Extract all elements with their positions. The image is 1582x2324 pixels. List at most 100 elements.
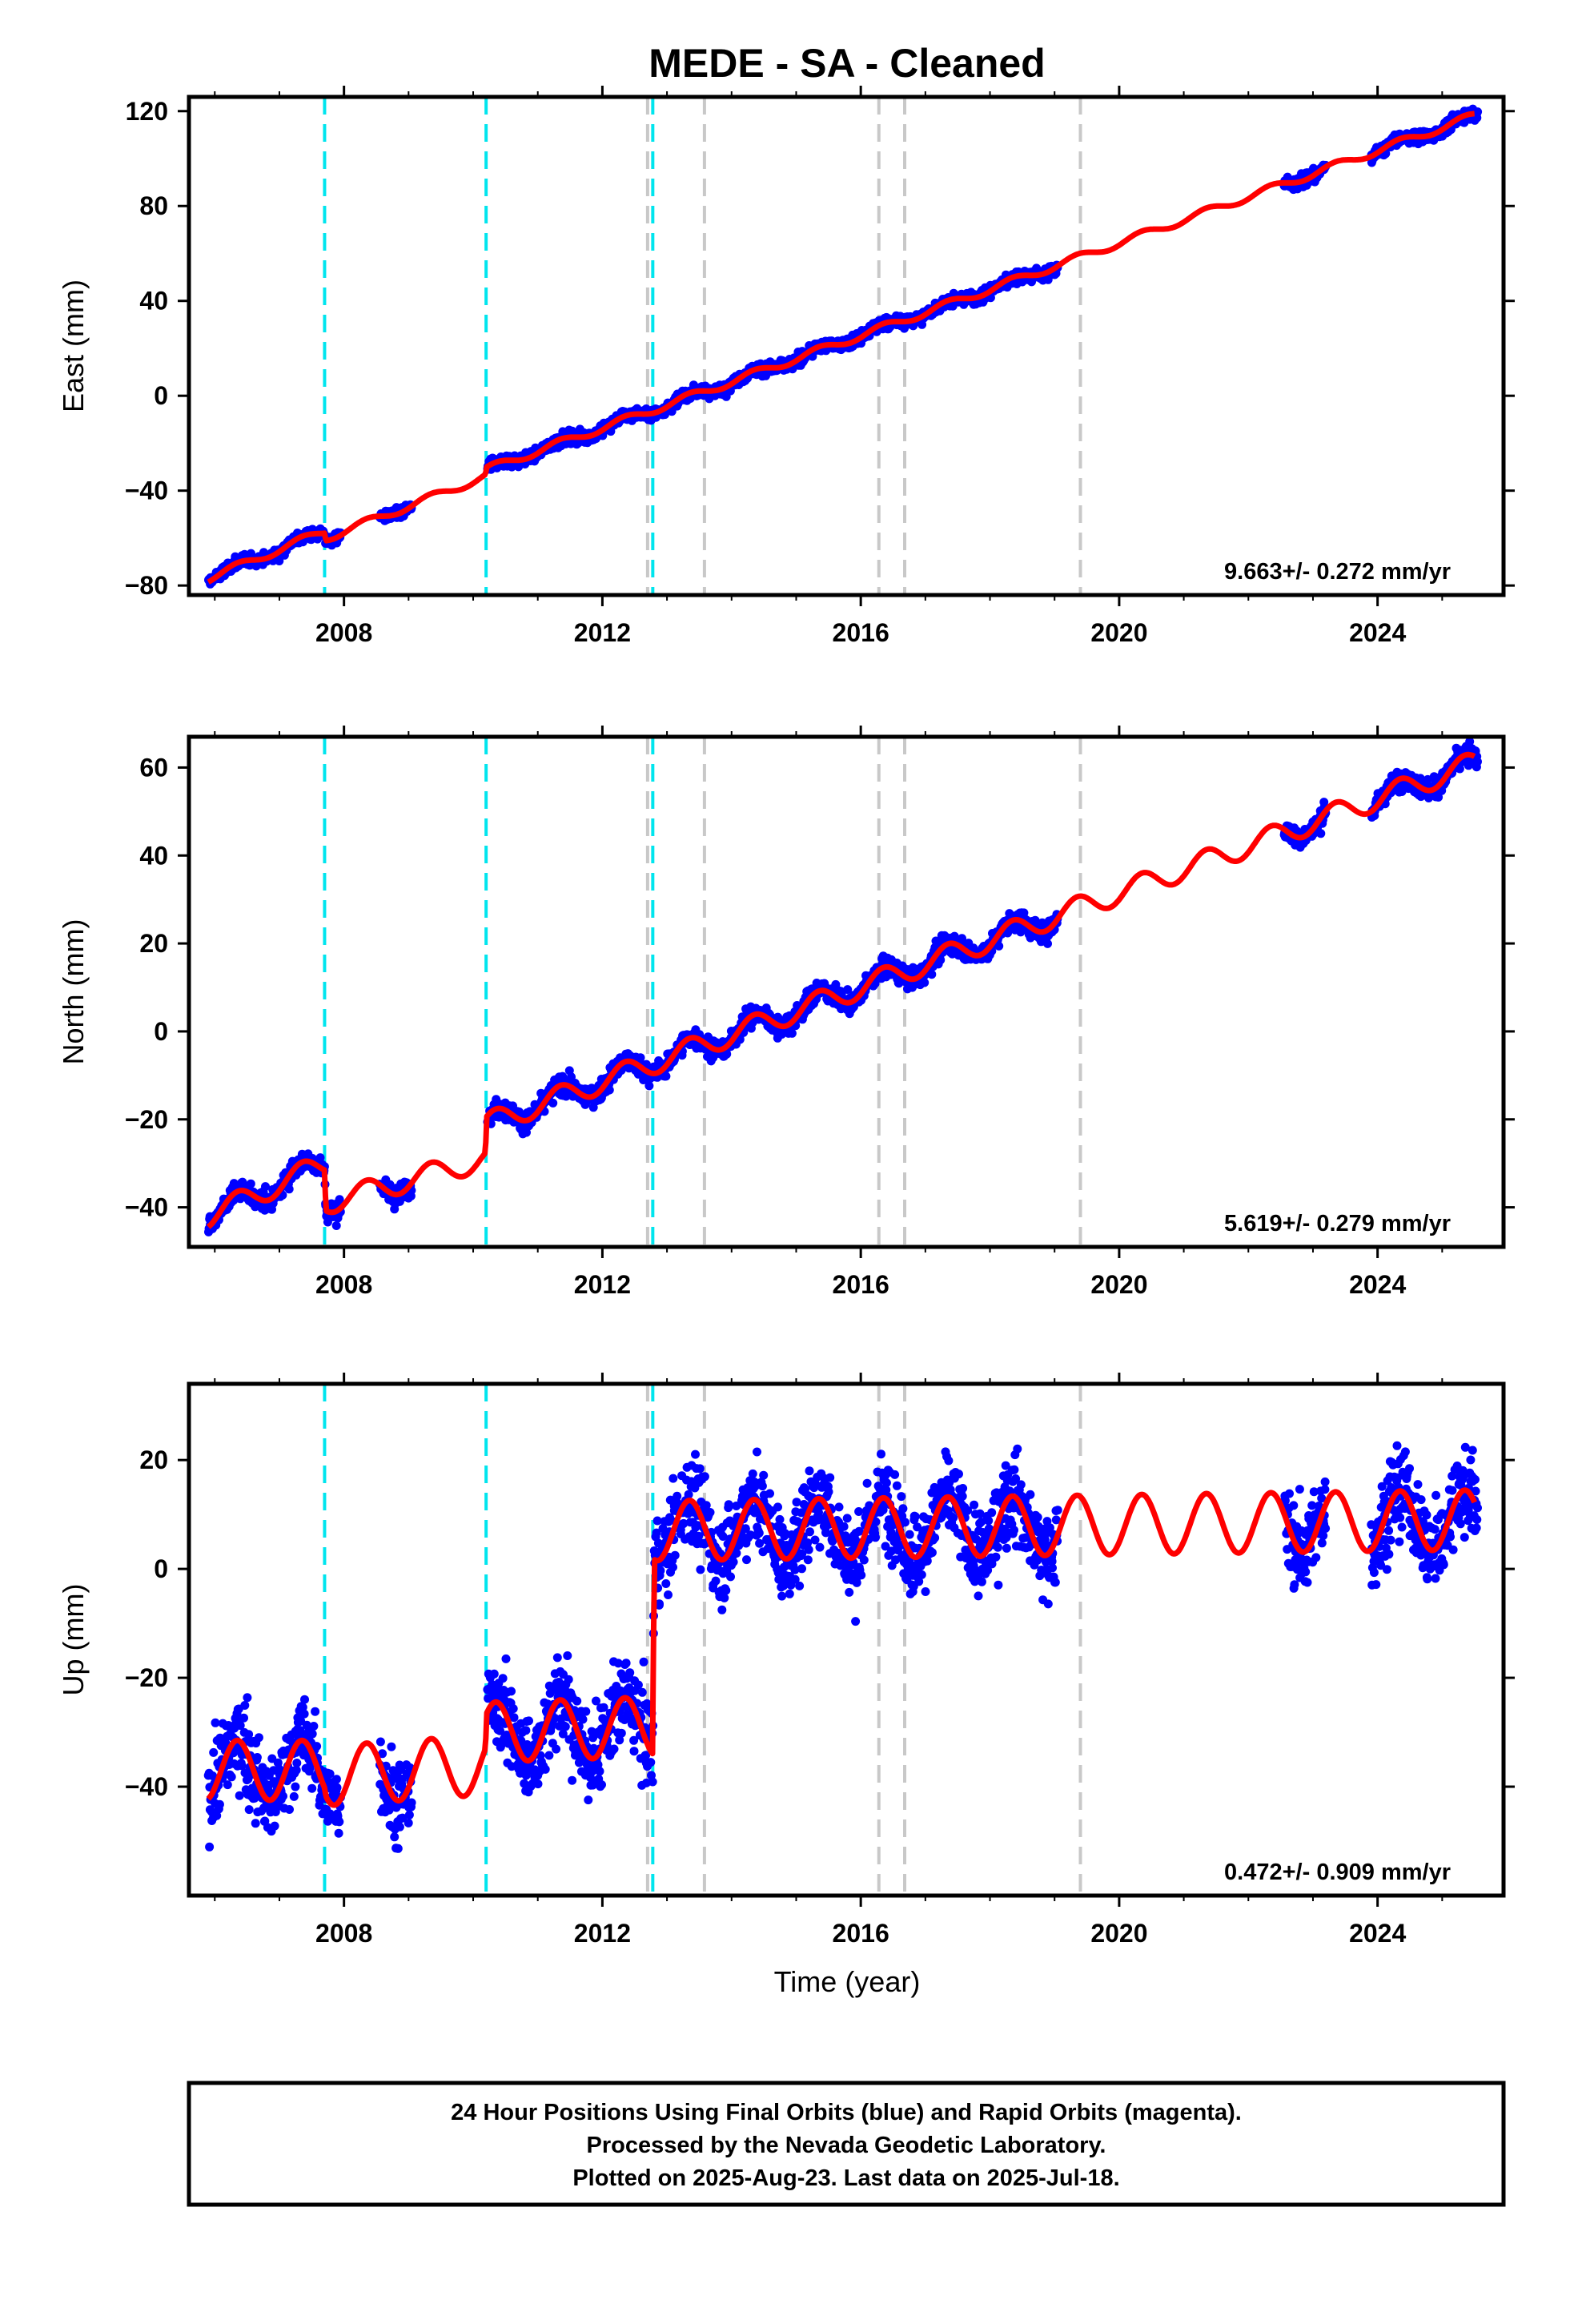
data-point — [331, 1775, 341, 1784]
data-point — [312, 1742, 322, 1751]
data-point — [544, 1751, 554, 1760]
data-point — [209, 1747, 219, 1757]
data-point — [332, 1783, 342, 1792]
data-point — [205, 1842, 215, 1852]
data-point — [289, 1791, 299, 1801]
data-point — [285, 1805, 294, 1814]
data-point — [1043, 939, 1052, 948]
data-point — [251, 1819, 260, 1828]
data-point — [223, 1780, 232, 1790]
data-point — [270, 1821, 279, 1831]
data-point — [498, 1674, 508, 1683]
data-point — [597, 1780, 606, 1790]
data-point — [540, 1764, 550, 1774]
x-tick-label: 2008 — [315, 618, 372, 647]
data-point — [1316, 829, 1326, 838]
data-point — [292, 1759, 302, 1767]
data-point — [568, 1775, 577, 1785]
data-point — [621, 1659, 631, 1668]
data-point — [309, 1722, 319, 1731]
data-point — [578, 1715, 588, 1724]
data-point — [240, 1701, 250, 1710]
data-point — [1473, 757, 1482, 766]
data-point — [393, 1844, 403, 1853]
y-tick-label: −40 — [125, 1193, 168, 1222]
data-point — [584, 1795, 593, 1805]
y-axis-label: East (mm) — [57, 279, 90, 412]
data-point — [254, 1733, 263, 1743]
data-point — [311, 1707, 320, 1716]
data-point — [246, 1179, 255, 1188]
data-point — [211, 1718, 220, 1727]
data-point — [609, 1744, 619, 1754]
plot-area — [204, 737, 1482, 1247]
data-point — [243, 1693, 252, 1703]
data-point — [335, 1817, 344, 1827]
data-point — [560, 1722, 570, 1731]
data-point — [307, 1783, 317, 1793]
data-point — [636, 1053, 645, 1063]
data-point — [275, 557, 284, 565]
data-point — [235, 1791, 244, 1800]
data-point — [927, 970, 937, 979]
observation-points — [204, 737, 1482, 1236]
x-tick-label: 2016 — [833, 618, 889, 647]
data-point — [390, 1832, 400, 1842]
data-point — [404, 1818, 413, 1827]
observation-points — [203, 1441, 1482, 1853]
data-point — [604, 1085, 614, 1095]
data-point — [404, 1810, 414, 1819]
y-axis-label: North (mm) — [57, 919, 90, 1065]
data-point — [581, 1707, 591, 1716]
data-point — [300, 1695, 309, 1704]
data-point — [335, 1195, 344, 1204]
data-point — [501, 1654, 511, 1663]
data-point — [395, 1822, 404, 1831]
x-tick-label: 2020 — [1090, 618, 1147, 647]
data-point — [552, 1744, 561, 1754]
data-point — [508, 1704, 518, 1714]
data-point — [307, 1729, 317, 1739]
data-point — [215, 1799, 224, 1809]
data-point — [572, 1696, 582, 1706]
x-tick-label: 2024 — [1349, 1270, 1406, 1299]
data-point — [315, 1153, 325, 1163]
data-point — [299, 1709, 309, 1719]
axes-frame — [187, 94, 1506, 597]
y-tick-label: −80 — [125, 571, 168, 600]
y-tick-label: 40 — [139, 287, 168, 316]
figure-title: MEDE - SA - Cleaned — [648, 41, 1045, 86]
y-tick-label: −20 — [125, 1105, 168, 1134]
x-tick-label: 2016 — [833, 1270, 889, 1299]
data-point — [261, 1182, 270, 1192]
y-tick-label: 80 — [139, 191, 168, 220]
data-point — [407, 1798, 416, 1807]
data-point — [239, 1713, 248, 1723]
data-point — [548, 1098, 558, 1108]
data-point — [661, 1072, 671, 1081]
east-panel: 2008 2012 2016 2020 2024 120 80 40 0 −40 −80 East (… — [57, 86, 1515, 647]
data-point — [616, 1728, 626, 1738]
data-point — [524, 1716, 533, 1726]
plot-area — [204, 97, 1483, 595]
data-point — [507, 1687, 516, 1696]
y-tick-label: 120 — [126, 97, 168, 126]
x-tick-label: 2020 — [1090, 1270, 1147, 1299]
x-tick-label: 2012 — [574, 618, 631, 647]
data-point — [291, 1782, 300, 1791]
data-point — [489, 1669, 499, 1679]
y-tick-label: 40 — [139, 841, 168, 870]
velocity-rate-label: 5.619+/- 0.279 mm/yr — [1224, 1211, 1451, 1236]
x-tick-label: 2024 — [1349, 618, 1406, 647]
data-point — [334, 1828, 343, 1838]
plot-area — [203, 1384, 1482, 1896]
y-tick-label: 20 — [139, 929, 168, 958]
data-point — [284, 1184, 294, 1194]
y-tick-label: −40 — [125, 476, 168, 505]
y-tick-label: 0 — [154, 381, 168, 410]
data-point — [252, 1753, 262, 1762]
data-point — [227, 1772, 236, 1782]
